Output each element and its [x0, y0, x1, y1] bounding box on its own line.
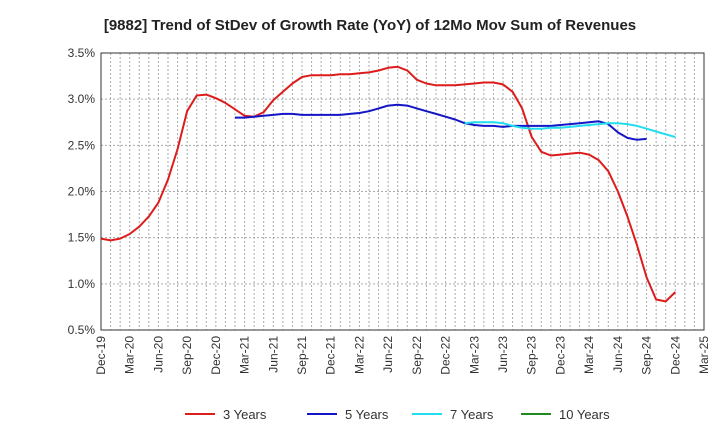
- y-tick-label: 0.5%: [68, 323, 96, 337]
- x-tick-label: Mar-25: [697, 336, 711, 374]
- chart-title: [9882] Trend of StDev of Growth Rate (Yo…: [104, 17, 636, 34]
- x-tick-label: Jun-21: [266, 336, 280, 373]
- legend-label: 3 Years: [223, 407, 267, 422]
- x-tick-label: Dec-21: [324, 336, 338, 375]
- x-tick-label: Dec-23: [553, 336, 567, 375]
- y-tick-label: 3.5%: [68, 46, 96, 60]
- x-tick-label: Mar-22: [352, 336, 366, 374]
- legend-item: 5 Years: [307, 407, 389, 422]
- legend-label: 7 Years: [450, 407, 494, 422]
- x-axis-ticks: Dec-19 Mar-20 Jun-20 Sep-20 Dec-20 Mar-21 Jun-…: [94, 336, 711, 375]
- y-tick-label: 1.5%: [68, 231, 96, 245]
- x-tick-label: Dec-22: [439, 336, 453, 375]
- y-tick-label: 2.0%: [68, 185, 96, 199]
- legend-label: 10 Years: [559, 407, 610, 422]
- legend-item: 10 Years: [521, 407, 610, 422]
- legend-label: 5 Years: [345, 407, 389, 422]
- x-tick-label: Sep-20: [180, 336, 194, 375]
- x-tick-label: Mar-21: [238, 336, 252, 374]
- y-tick-label: 2.5%: [68, 138, 96, 152]
- legend: 3 Years 5 Years 7 Years 10 Years: [185, 407, 610, 422]
- plot-frame: [100, 52, 705, 331]
- x-tick-label: Sep-21: [295, 336, 309, 375]
- x-tick-label: Mar-20: [123, 336, 137, 374]
- series-line-3-years: [100, 65, 676, 303]
- y-tick-label: 1.0%: [68, 277, 96, 291]
- x-tick-label: Jun-24: [611, 336, 625, 373]
- series-line-7-years: [464, 121, 676, 138]
- x-tick-label: Dec-24: [668, 336, 682, 375]
- series-layer: [100, 65, 676, 303]
- x-tick-label: Dec-20: [209, 336, 223, 375]
- x-tick-label: Sep-23: [525, 336, 539, 375]
- x-tick-label: Mar-24: [582, 336, 596, 374]
- x-tick-label: Sep-24: [640, 336, 654, 375]
- x-tick-label: Jun-23: [496, 336, 510, 373]
- x-tick-label: Mar-23: [467, 336, 481, 374]
- y-tick-label: 3.0%: [68, 92, 96, 106]
- x-tick-label: Jun-20: [151, 336, 165, 373]
- grid-layer: [101, 53, 704, 330]
- legend-item: 3 Years: [185, 407, 267, 422]
- x-tick-label: Sep-22: [410, 336, 424, 375]
- y-axis-ticks: 0.5% 1.0% 1.5% 2.0% 2.5% 3.0% 3.5%: [68, 46, 96, 337]
- series-line-5-years: [235, 103, 647, 141]
- x-tick-label: Jun-22: [381, 336, 395, 373]
- legend-item: 7 Years: [412, 407, 494, 422]
- x-tick-label: Dec-19: [94, 336, 108, 375]
